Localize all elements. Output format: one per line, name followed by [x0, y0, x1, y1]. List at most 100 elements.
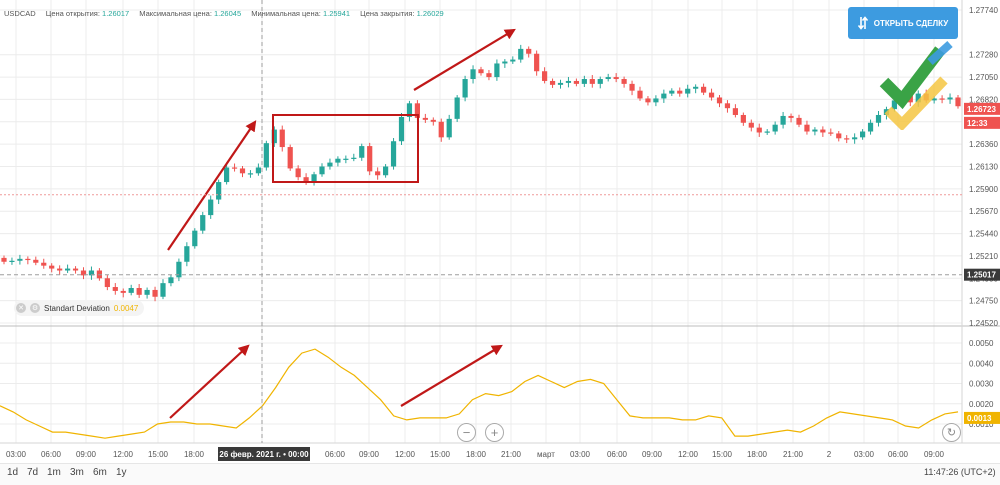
candle-body	[33, 259, 39, 263]
candle-body	[454, 97, 460, 119]
candle-body	[947, 97, 953, 100]
price-tick-label: 1.25670	[969, 207, 998, 216]
close-price-label: Цена закрытия:	[360, 9, 415, 18]
price-tick-label: 1.27740	[969, 6, 998, 15]
candle-body	[216, 182, 222, 200]
open-price-value: 1.26017	[102, 9, 130, 18]
candle-body	[677, 90, 683, 94]
candle-body	[367, 146, 373, 172]
x-tick-label: 03:00	[6, 450, 27, 459]
candle-body	[764, 131, 770, 133]
candle-body	[176, 261, 182, 278]
candle-body	[796, 117, 802, 125]
grid-lines	[0, 0, 1000, 463]
candle-body	[661, 93, 667, 99]
period-1m[interactable]: 1m	[47, 467, 61, 478]
consolidation-box	[272, 114, 419, 183]
candle-body	[406, 103, 413, 117]
candle-body	[478, 69, 484, 74]
current-price-tag-bg	[964, 102, 1000, 115]
annotations	[167, 28, 516, 419]
std-dev-line	[0, 348, 959, 439]
period-7d[interactable]: 7d	[27, 467, 39, 478]
candle-body	[136, 288, 142, 295]
close-indicator-icon[interactable]: ✕	[16, 303, 26, 313]
candle-body	[49, 265, 55, 269]
zoom-in-button[interactable]: +	[485, 423, 504, 442]
crosshair-price-tag: 1.25017	[967, 271, 996, 280]
candle-body	[120, 290, 126, 293]
candle-body	[65, 268, 71, 271]
indicator-value-tag-bg	[964, 411, 1000, 424]
candle-body	[685, 88, 691, 94]
x-tick-label: 18:00	[184, 450, 205, 459]
candle-body	[732, 108, 738, 115]
candle-body	[820, 129, 826, 133]
gear-icon[interactable]: ⚙	[30, 303, 40, 313]
price-tick-label: 1.25900	[969, 185, 998, 194]
candle-body	[486, 73, 492, 78]
candle-body	[57, 268, 63, 271]
scroll-to-latest-button[interactable]: ↻	[942, 423, 961, 442]
period-6m[interactable]: 6m	[93, 467, 107, 478]
low-price-label: Минимальная цена:	[251, 9, 321, 18]
candle-body	[844, 138, 850, 140]
x-tick-label: 09:00	[924, 450, 945, 459]
candle-body	[534, 53, 540, 72]
open-trade-button[interactable]: ОТКРЫТЬ СДЕЛКУ	[848, 7, 958, 39]
indicator-tick-label: 0.0010	[969, 420, 994, 429]
symbol-label: USDCAD	[4, 9, 36, 18]
candle-body	[653, 98, 659, 103]
x-tick-label: март	[537, 450, 555, 459]
candle-body	[430, 119, 436, 122]
indicator-tick-label: 0.0050	[969, 339, 994, 348]
candle-body	[104, 278, 110, 288]
minus-icon: −	[462, 425, 471, 440]
candle-body	[255, 167, 261, 174]
plus-icon: +	[490, 425, 499, 440]
period-3m[interactable]: 3m	[70, 467, 84, 478]
candle-body	[812, 129, 818, 132]
candle-body	[303, 177, 309, 182]
candle-body	[955, 97, 961, 107]
candle-body	[852, 137, 858, 140]
period-1d[interactable]: 1d	[7, 467, 19, 478]
price-tick-label: 1.24750	[969, 297, 998, 306]
high-price-label: Максимальная цена:	[139, 9, 212, 18]
open-trade-label: ОТКРЫТЬ СДЕЛКУ	[873, 18, 949, 28]
candle-body	[1, 257, 7, 262]
candle-body	[200, 215, 206, 231]
x-tick-label: 09:00	[76, 450, 97, 459]
candle-body	[335, 158, 341, 163]
axes: 1.277401.272801.270501.268201.265901.263…	[0, 0, 1000, 461]
candle-body	[144, 289, 150, 295]
trend-arrow	[169, 344, 250, 419]
candle-body	[168, 277, 174, 284]
candle-body	[693, 86, 699, 89]
zoom-out-button[interactable]: −	[457, 423, 476, 442]
candle-body	[279, 129, 285, 148]
candle-body	[939, 98, 945, 100]
ohlc-header: USDCAD Цена открытия: 1.26017 Максимальн…	[4, 9, 444, 18]
candlestick-series	[1, 44, 961, 302]
period-1y[interactable]: 1y	[116, 467, 127, 478]
candle-body	[804, 124, 810, 132]
x-tick-label: 06:00	[607, 450, 628, 459]
broker-logo	[870, 40, 960, 132]
candle-body	[629, 83, 635, 91]
candle-body	[597, 79, 603, 84]
candle-body	[828, 132, 834, 134]
x-tick-label: 18:00	[747, 450, 768, 459]
x-tick-label: 06:00	[41, 450, 62, 459]
candle-body	[41, 262, 47, 266]
candle-body	[383, 166, 389, 176]
chart-background	[0, 0, 1000, 463]
candle-body	[740, 114, 746, 123]
open-price-label: Цена открытия:	[45, 9, 100, 18]
candle-body	[518, 48, 524, 60]
candle-body	[359, 146, 365, 158]
candle-body	[756, 127, 762, 133]
indicator-value: 0.0047	[113, 303, 139, 313]
candle-body	[25, 258, 31, 261]
